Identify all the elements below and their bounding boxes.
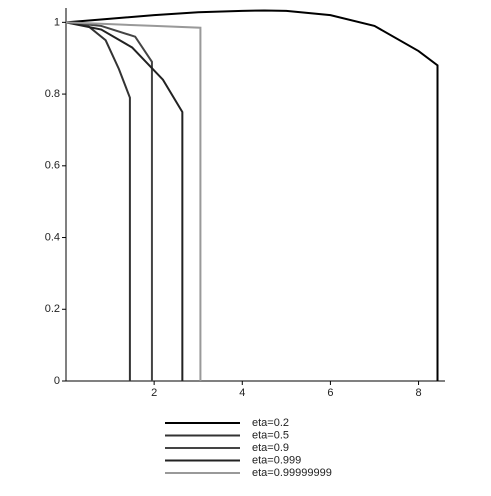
series-line <box>65 21 131 381</box>
series-line <box>65 21 184 381</box>
y-tick-label: 0.4 <box>45 231 60 243</box>
y-tick-label: 0.8 <box>45 88 60 100</box>
legend-label: eta=0.2 <box>252 417 289 429</box>
y-tick-label: 1 <box>54 16 60 28</box>
legend-label: eta=0.999 <box>252 454 301 466</box>
legend-label: eta=0.99999999 <box>252 467 332 479</box>
legend-label: eta=0.5 <box>252 429 289 441</box>
y-tick-label: 0 <box>54 375 60 387</box>
y-tick-label: 0.2 <box>45 303 60 315</box>
series-line <box>65 21 153 381</box>
x-tick-label: 2 <box>151 387 157 399</box>
x-tick-label: 6 <box>327 387 333 399</box>
x-tick-label: 4 <box>239 387 245 399</box>
legend-label: eta=0.9 <box>252 442 289 454</box>
x-tick-label: 8 <box>415 387 421 399</box>
series-line <box>65 21 202 381</box>
y-tick-label: 0.6 <box>45 160 60 172</box>
series-line <box>65 9 439 381</box>
